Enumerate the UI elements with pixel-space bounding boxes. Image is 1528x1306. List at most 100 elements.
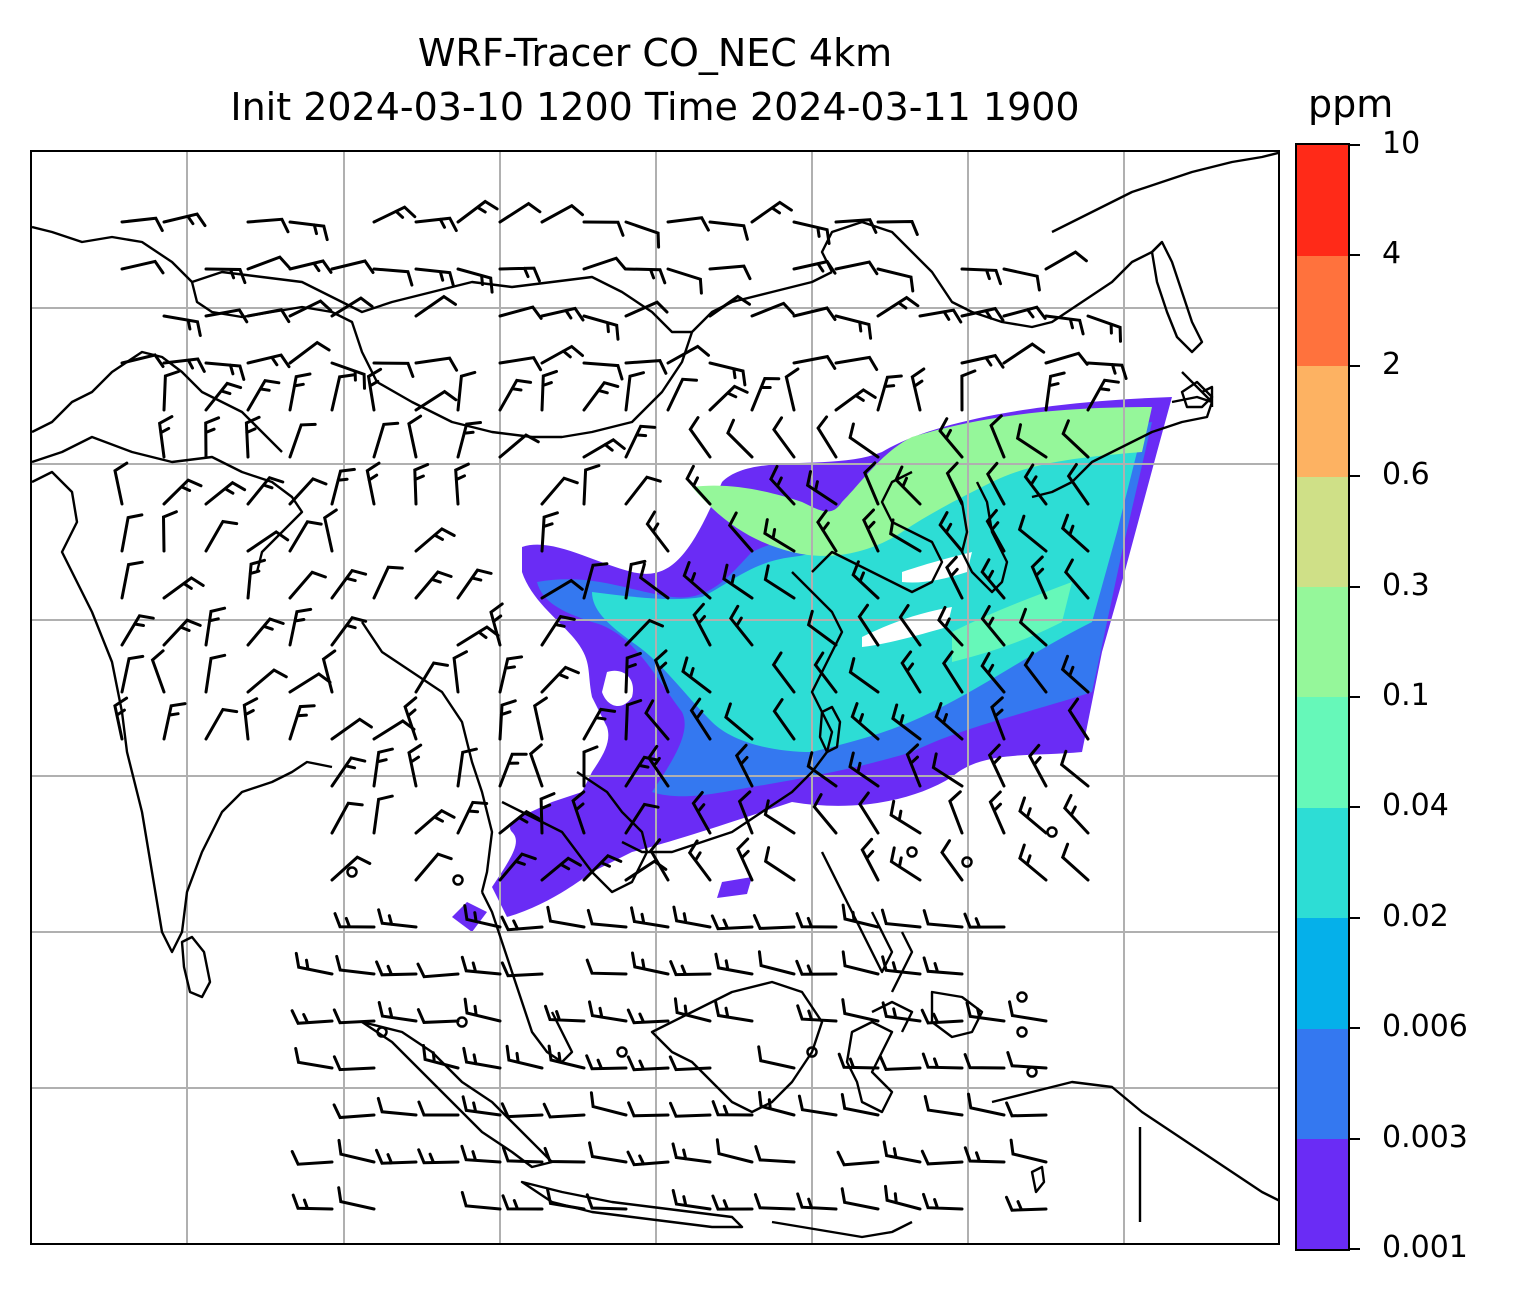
- wind-barb: [881, 1001, 922, 1023]
- wind-barb: [582, 745, 599, 788]
- wind-barb: [150, 649, 166, 694]
- wind-barb: [985, 509, 1006, 553]
- wind-barb: [294, 1047, 334, 1070]
- sri-lanka: [180, 935, 212, 999]
- wind-barb: [288, 259, 333, 274]
- wind-barb: [644, 699, 670, 741]
- wind-barb: [460, 1191, 502, 1211]
- wind-barb: [582, 707, 617, 741]
- colorbar-tick: [1350, 364, 1360, 367]
- wind-barb: [330, 615, 368, 647]
- wind-barb: [714, 1000, 754, 1023]
- wind-barb: [204, 519, 239, 553]
- wind-barb: [414, 527, 456, 553]
- wind-barb: [588, 1000, 628, 1023]
- wind-barb: [750, 376, 781, 412]
- wind-barb: [540, 306, 585, 322]
- wind-barb: [321, 649, 337, 694]
- wind-barb: [294, 951, 334, 976]
- wind-barb: [980, 652, 1006, 694]
- wind-barb: [763, 846, 796, 882]
- wind-barb: [414, 808, 456, 835]
- wind-barb: [162, 357, 206, 373]
- wind-barb: [980, 558, 1006, 600]
- wind-barb: [963, 912, 1006, 929]
- wind-barb: [891, 703, 922, 741]
- wind-barb: [626, 1008, 670, 1025]
- wind-barb: [1061, 419, 1090, 459]
- wind-barb: [753, 1193, 796, 1211]
- wind-barb: [797, 1094, 838, 1117]
- wind-barb: [624, 755, 660, 788]
- wind-barb: [724, 702, 754, 741]
- wind-barb: [965, 1001, 1006, 1023]
- wind-barb: [763, 564, 796, 600]
- wind-barb: [288, 607, 313, 647]
- wind-barb: [848, 657, 880, 694]
- wind-barb: [1008, 1000, 1048, 1023]
- wind-barb: [796, 1192, 838, 1211]
- wind-barb: [288, 520, 323, 553]
- wind-barb: [945, 461, 964, 506]
- wind-barb: [1086, 314, 1122, 343]
- wind-barb: [414, 267, 455, 288]
- indochina: [501, 771, 649, 894]
- wind-barb: [862, 508, 880, 553]
- colorbar-band: [1297, 476, 1348, 588]
- wind-barb: [708, 384, 749, 412]
- malay-peninsula: [480, 891, 574, 1064]
- wind-barb: [711, 1100, 754, 1117]
- wind-barb: [918, 308, 963, 324]
- wind-barb: [669, 1101, 712, 1118]
- wind-barb: [246, 255, 291, 271]
- wind-barb: [1060, 842, 1090, 882]
- wind-barb: [967, 1092, 1006, 1117]
- wind-barb: [757, 950, 796, 976]
- wind-barb: [1015, 423, 1048, 459]
- wind-barb: [934, 702, 964, 741]
- wind-barb: [922, 1192, 964, 1211]
- central-asia-border: [32, 225, 833, 439]
- wind-barb: [806, 751, 838, 788]
- sulawesi: [845, 1020, 894, 1114]
- wind-barb: [365, 461, 381, 506]
- wind-barb: [772, 698, 796, 741]
- wind-barb: [1005, 1195, 1048, 1212]
- wind-barb: [582, 361, 624, 381]
- wind-barb: [834, 314, 873, 340]
- wind-barb: [204, 308, 249, 324]
- china-coast-north: [811, 470, 944, 594]
- wind-barb: [542, 1102, 586, 1119]
- wind-barb: [246, 217, 290, 234]
- wind-barb: [669, 960, 712, 977]
- wind-barb: [372, 794, 394, 835]
- calm-marker: [1046, 826, 1058, 838]
- wind-barb: [624, 475, 662, 506]
- wind-barb: [752, 914, 796, 930]
- calm-marker: [961, 856, 973, 868]
- wind-barb: [528, 743, 544, 788]
- wind-barb: [162, 478, 203, 506]
- colorbar-tick-label: 0.006: [1382, 1009, 1468, 1045]
- wind-barb: [585, 1054, 628, 1071]
- calm-marker: [376, 1026, 388, 1038]
- colorbar-tick-label: 0.001: [1382, 1230, 1468, 1265]
- wind-barb: [582, 437, 626, 459]
- wind-barb: [589, 1091, 628, 1117]
- wind-barb: [889, 846, 922, 882]
- wind-barb: [624, 699, 643, 741]
- wind-barb: [582, 220, 625, 237]
- calm-marker: [456, 1016, 468, 1028]
- colorbar-tick: [1350, 696, 1360, 698]
- wind-barbs: [113, 199, 1128, 1212]
- wind-barb: [931, 752, 964, 788]
- wind-barb: [330, 717, 373, 741]
- wind-barb: [162, 702, 187, 741]
- wind-barb: [668, 1055, 712, 1072]
- wind-barb: [372, 565, 404, 600]
- wind-barb: [771, 651, 796, 694]
- wind-barb: [685, 464, 712, 506]
- wind-barb: [708, 264, 752, 281]
- wind-barb: [288, 299, 333, 318]
- wind-barb: [1059, 749, 1090, 788]
